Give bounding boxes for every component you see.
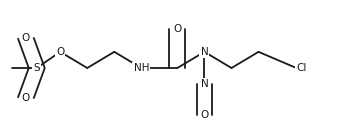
- Text: S: S: [33, 63, 40, 73]
- Text: O: O: [173, 24, 181, 34]
- Text: NH: NH: [134, 63, 149, 73]
- Text: O: O: [22, 93, 30, 103]
- Text: O: O: [200, 110, 209, 120]
- Text: N: N: [201, 79, 208, 89]
- Text: O: O: [56, 47, 64, 57]
- Text: Cl: Cl: [296, 63, 307, 73]
- Text: O: O: [22, 33, 30, 43]
- Text: N: N: [201, 47, 208, 57]
